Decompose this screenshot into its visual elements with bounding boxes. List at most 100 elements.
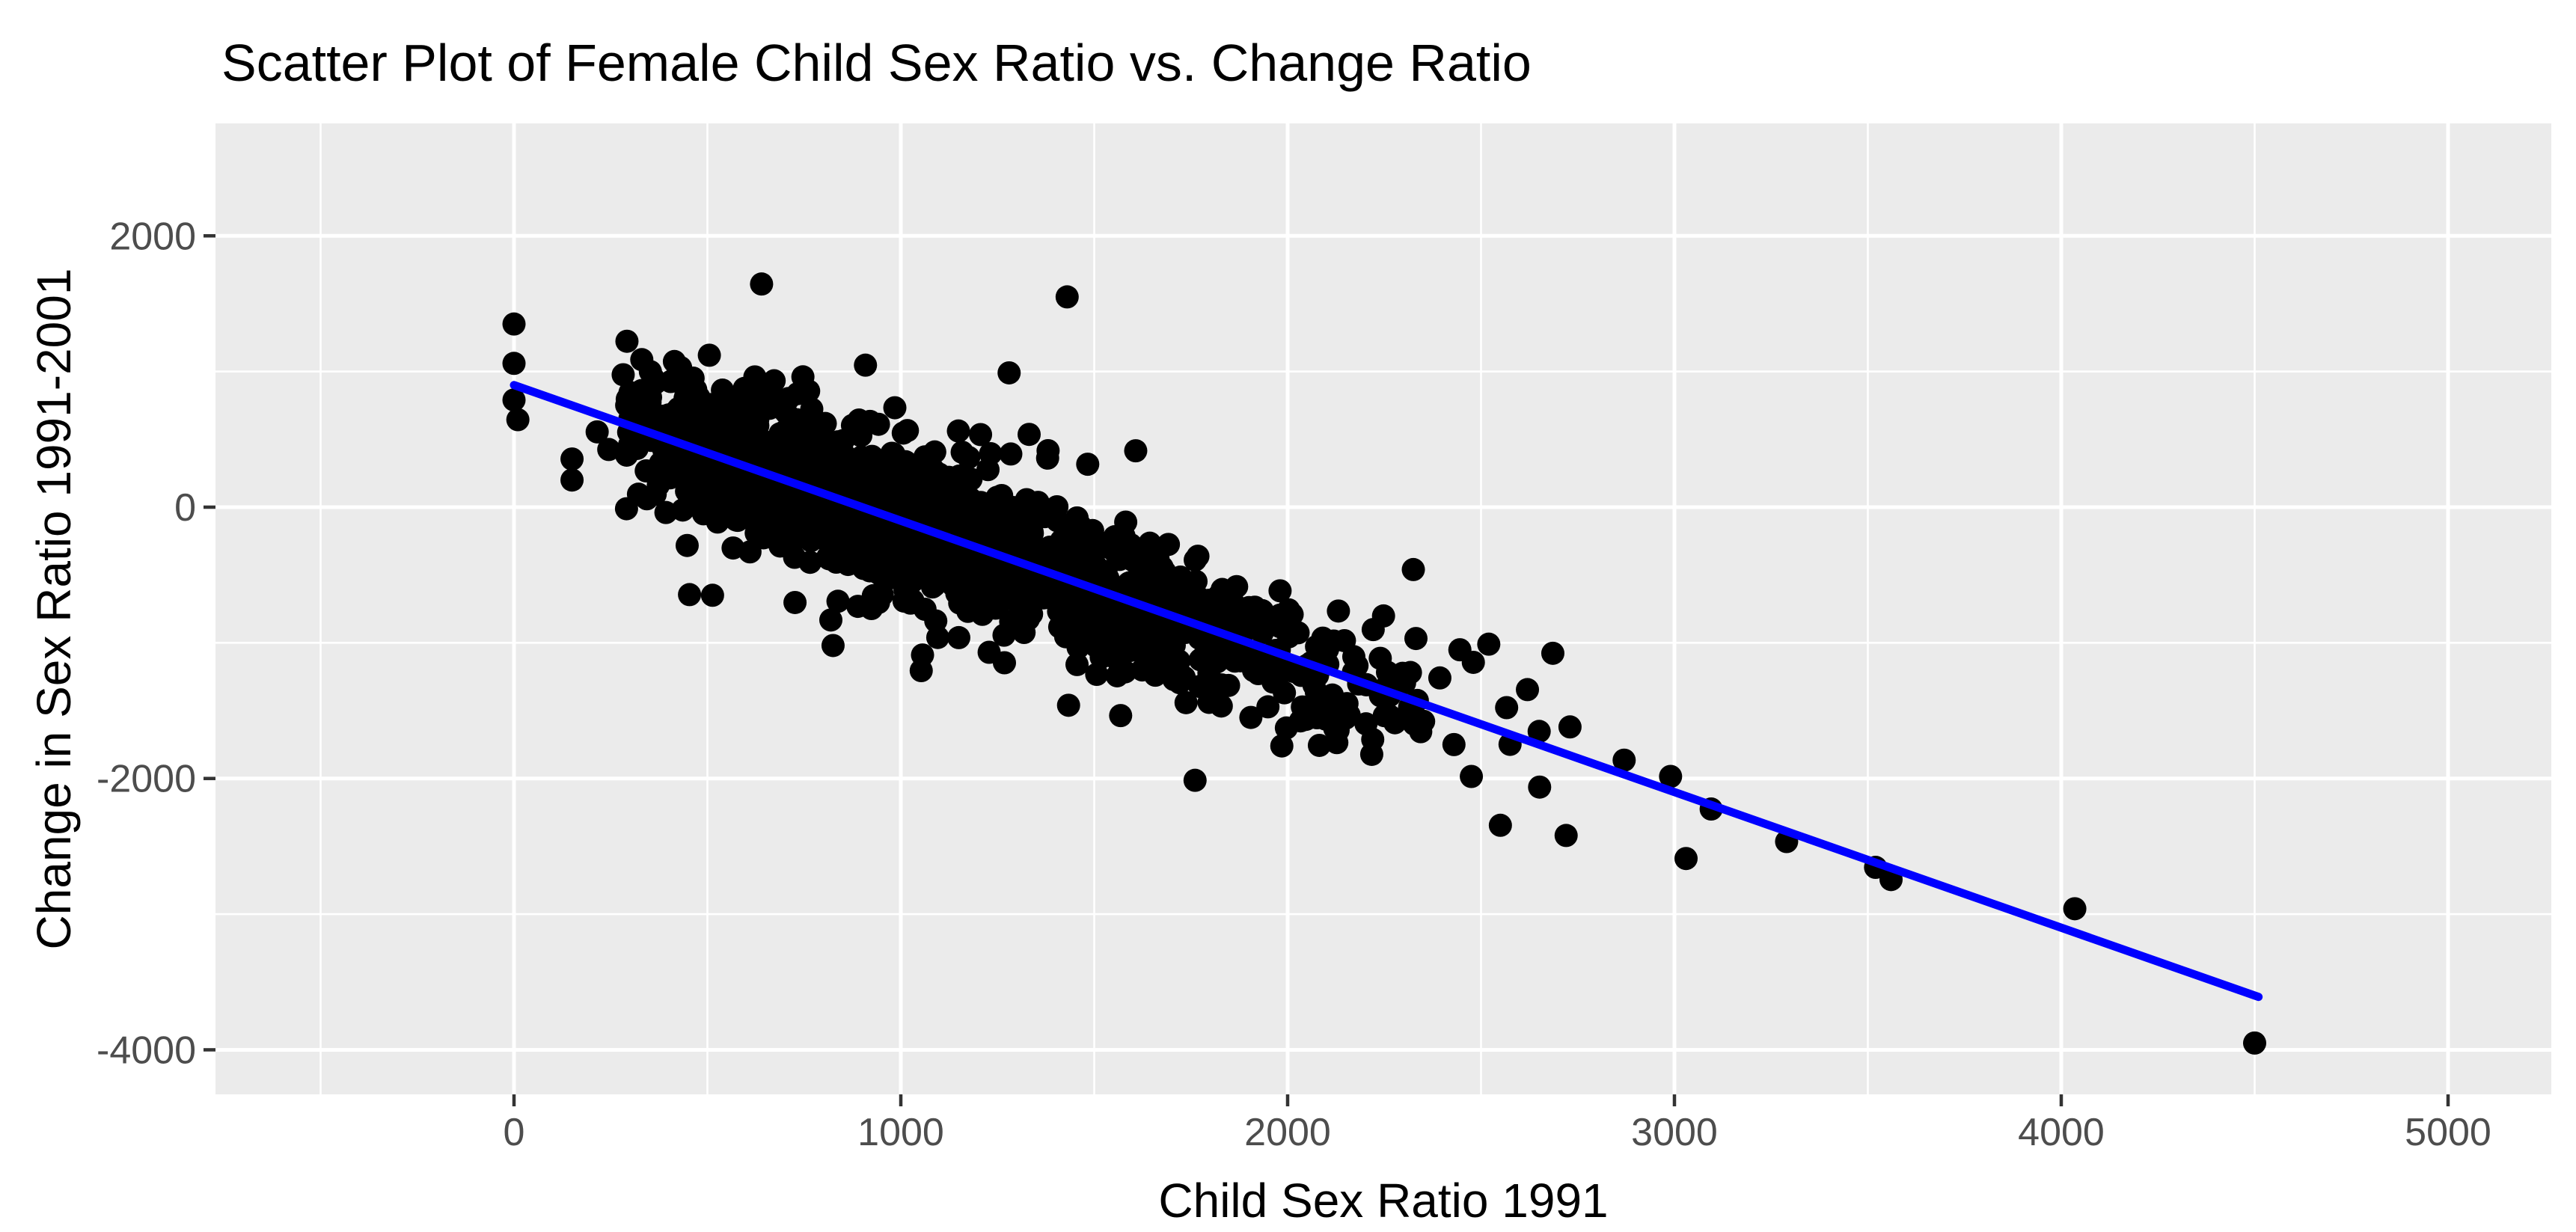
x-axis-tick-label: 5000 (2405, 1111, 2491, 1154)
data-point (992, 623, 1016, 647)
data-point (668, 355, 692, 379)
data-point (1076, 453, 1100, 476)
data-point (1404, 627, 1428, 651)
y-axis-tick-label: -4000 (97, 1029, 196, 1072)
data-point (1189, 589, 1213, 613)
data-point (1082, 613, 1106, 637)
data-point (502, 352, 526, 376)
data-point (913, 445, 937, 469)
data-point (675, 533, 699, 557)
data-point (774, 507, 798, 531)
data-point (1169, 592, 1193, 616)
data-point (1527, 720, 1551, 744)
data-point (1141, 619, 1165, 643)
data-point (2243, 1031, 2266, 1055)
data-point (1193, 643, 1217, 667)
data-point (1101, 536, 1125, 560)
data-point (909, 659, 933, 683)
data-point (817, 547, 841, 571)
data-point (752, 438, 776, 462)
data-point (866, 412, 890, 436)
data-point (1361, 728, 1385, 752)
axis-tick-labels: 0 1000 2000 3000 4000 5000 -4000 -2000 0 2000 (97, 215, 2491, 1154)
data-point (615, 329, 639, 353)
data-point (1085, 662, 1109, 686)
data-point (1018, 423, 1041, 447)
axis-tick-marks (204, 234, 2450, 1106)
data-point (866, 590, 890, 614)
data-point (697, 343, 721, 367)
x-axis-tick-label: 2000 (1244, 1111, 1331, 1154)
data-point (977, 640, 1001, 664)
data-point (854, 353, 878, 377)
data-point (502, 388, 526, 412)
data-point (775, 438, 799, 462)
data-point (738, 540, 762, 564)
data-point (691, 502, 715, 526)
data-point (999, 442, 1023, 466)
data-point (1170, 572, 1194, 596)
data-point (1558, 715, 1582, 739)
data-point (678, 460, 702, 484)
data-point (1528, 775, 1552, 799)
data-point (1131, 658, 1154, 682)
data-point (1100, 625, 1124, 649)
data-point (1268, 579, 1292, 603)
data-point (1211, 577, 1235, 601)
data-point (1442, 732, 1466, 756)
data-point (990, 561, 1014, 585)
data-point (783, 590, 807, 614)
data-point (1110, 607, 1134, 631)
data-point (1183, 768, 1207, 792)
data-point (1113, 660, 1137, 684)
data-point (997, 361, 1021, 384)
data-point (946, 419, 970, 443)
data-point (1659, 764, 1683, 788)
data-point (1056, 693, 1080, 717)
data-point (969, 423, 993, 447)
data-point (836, 553, 860, 577)
data-point (614, 497, 638, 521)
data-point (678, 583, 702, 607)
data-point (732, 426, 756, 450)
data-point (1368, 646, 1392, 670)
data-point (1128, 551, 1151, 575)
data-point (1222, 607, 1246, 631)
data-point (856, 521, 880, 545)
y-axis-tick-label: 0 (174, 486, 196, 530)
x-axis-tick-label: 4000 (2018, 1111, 2105, 1154)
y-axis-title: Change in Sex Ratio 1991-2001 (27, 268, 81, 950)
data-point (1061, 592, 1085, 616)
data-point (821, 634, 845, 658)
data-point (641, 367, 665, 390)
data-point (762, 369, 786, 393)
data-point (506, 408, 530, 432)
data-point (719, 488, 743, 512)
data-point (1138, 531, 1162, 555)
data-point (1516, 678, 1540, 702)
data-point (1045, 509, 1069, 533)
data-point (826, 589, 850, 613)
x-axis-title: Child Sex Ratio 1991 (1158, 1174, 1609, 1228)
data-point (1065, 652, 1089, 676)
data-point (884, 450, 908, 474)
data-point (1402, 712, 1426, 736)
data-point (1032, 547, 1056, 571)
data-point (1327, 599, 1350, 623)
data-point (911, 466, 935, 490)
data-point (955, 551, 979, 575)
data-point (798, 551, 822, 574)
data-point (1124, 439, 1148, 463)
data-point (826, 469, 850, 493)
data-point (1082, 526, 1106, 550)
data-point (700, 408, 723, 432)
data-point (797, 452, 821, 476)
data-point (940, 485, 964, 509)
data-point (878, 540, 902, 564)
data-point (1477, 632, 1501, 656)
data-point (1270, 734, 1294, 758)
data-point (849, 423, 873, 447)
data-point (1035, 446, 1059, 470)
data-point (1055, 285, 1079, 309)
